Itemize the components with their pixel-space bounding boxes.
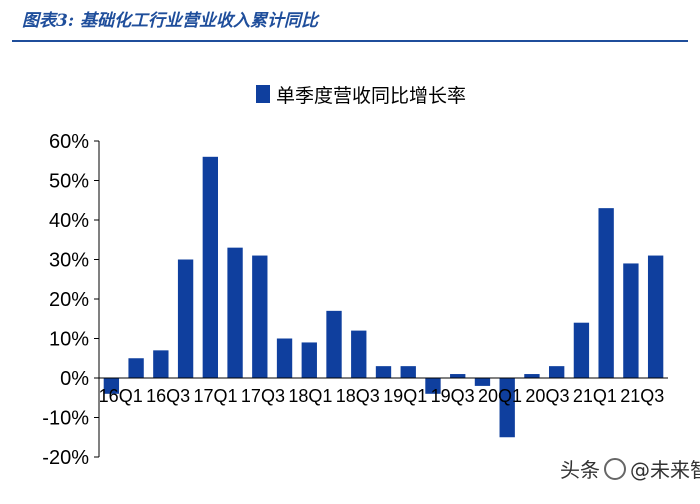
watermark: 头条 @未来智库 [560,454,700,483]
bar [351,330,367,378]
bar [202,156,218,378]
y-tick-label: -10% [42,408,89,430]
x-tick-label: 20Q3 [525,386,569,406]
watermark-prefix: 头条 [560,458,600,482]
bar [227,247,243,378]
x-tick-label: 17Q3 [241,386,285,406]
bar [276,338,293,378]
y-tick-label: 10% [49,329,89,351]
watermark-logo-icon [604,457,626,480]
bar [252,255,268,378]
y-tick-label: 40% [49,210,89,232]
legend-swatch [256,85,270,103]
y-tick-label: -20% [42,447,89,469]
bar [623,263,639,378]
y-tick-label: 50% [49,171,89,193]
y-tick-label: 60% [49,131,89,153]
y-tick-label: 20% [49,289,89,311]
bar [549,366,565,378]
bar [301,342,317,378]
legend-label: 单季度营收同比增长率 [276,84,467,107]
bar [598,208,614,378]
x-tick-label: 20Q1 [478,386,522,406]
x-tick-label: 18Q3 [336,386,380,406]
bar [153,350,169,378]
watermark-name: @未来智库 [630,458,700,482]
x-tick-label: 21Q1 [573,386,617,406]
bar [128,358,144,378]
x-tick-label: 16Q1 [99,386,143,406]
x-tick-label: 19Q1 [383,386,427,406]
bar [177,259,194,378]
x-tick-label: 19Q3 [431,386,475,406]
bar [499,378,515,438]
bar [400,366,416,378]
figure-header: 图表3: 基础化工行业营业收入累计同比 [0,0,700,46]
bar [425,378,441,394]
x-tick-label: 16Q3 [146,386,190,406]
bar [647,255,664,378]
bar [326,310,342,378]
bar [524,374,540,378]
y-tick-label: 0% [60,368,89,390]
title-rule [12,40,688,42]
bar [474,378,491,386]
bar [573,322,590,378]
bar [103,378,120,394]
x-tick-label: 17Q1 [194,386,238,406]
x-tick-label: 18Q1 [288,386,332,406]
bar [450,374,466,378]
y-tick-label: 30% [49,250,89,272]
x-tick-label: 21Q3 [620,386,664,406]
legend: 单季度营收同比增长率 [256,80,466,108]
figure-title: 图表3: 基础化工行业营业收入累计同比 [22,11,319,31]
bar [375,366,392,378]
